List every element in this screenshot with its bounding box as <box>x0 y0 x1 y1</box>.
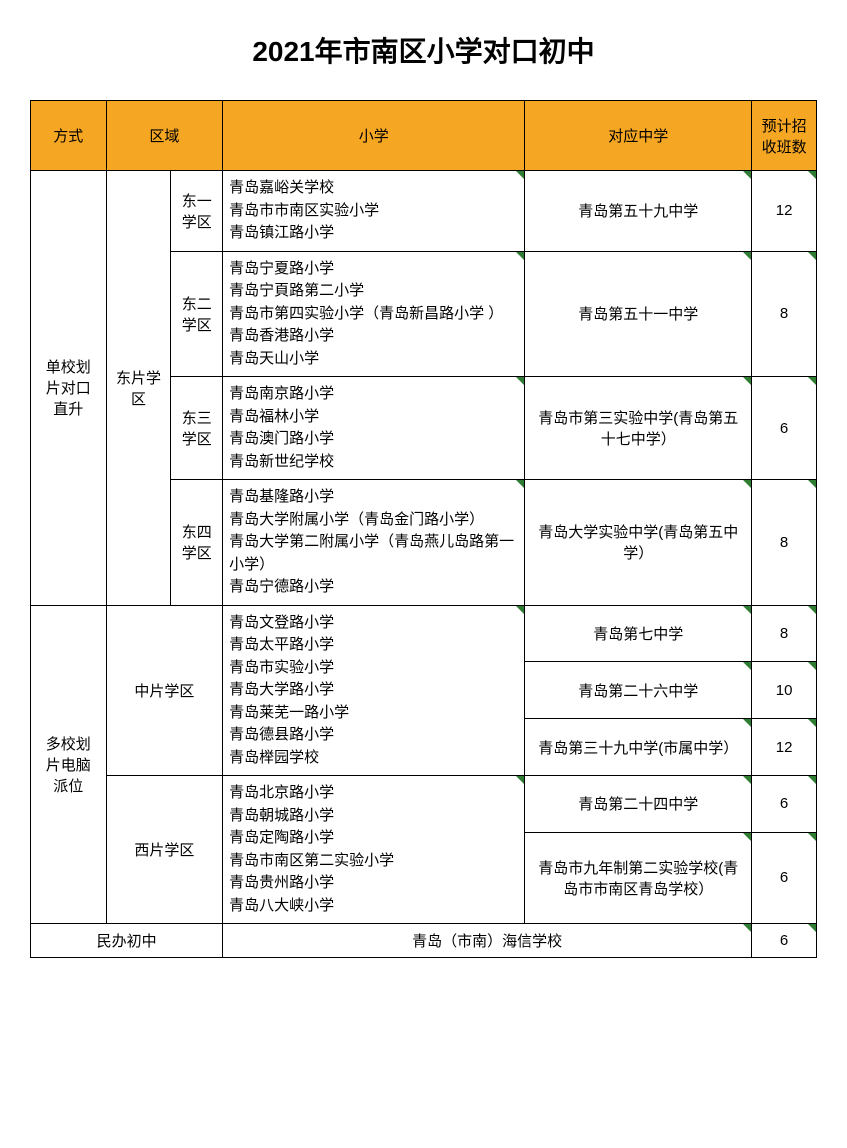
school-item: 青岛太平路小学 <box>229 634 516 657</box>
school-item: 青岛文登路小学 <box>229 612 516 635</box>
middle-w1: 青岛第二十四中学 <box>525 776 752 833</box>
schools-e2: 青岛宁夏路小学 青岛宁頁路第二小学 青岛市第四实验小学（青岛新昌路小学 ） 青岛… <box>223 251 525 377</box>
schools-mid: 青岛文登路小学 青岛太平路小学 青岛市实验小学 青岛大学路小学 青岛莱芜一路小学… <box>223 605 525 776</box>
school-item: 青岛朝城路小学 <box>229 805 516 828</box>
th-primary: 小学 <box>223 101 525 171</box>
subregion-e3: 东三学区 <box>171 377 223 480</box>
school-item: 青岛榉园学校 <box>229 747 516 770</box>
count-e3: 6 <box>752 377 817 480</box>
page-title: 2021年市南区小学对口初中 <box>30 30 817 70</box>
region-east-cell: 东片学区 <box>106 171 171 606</box>
school-item: 青岛福林小学 <box>229 406 516 429</box>
count-e4: 8 <box>752 480 817 606</box>
school-item: 青岛大学附属小学（青岛金门路小学） <box>229 509 516 532</box>
region-west-cell: 西片学区 <box>106 776 223 924</box>
school-item: 青岛香港路小学 <box>229 325 516 348</box>
schools-e4: 青岛基隆路小学 青岛大学附属小学（青岛金门路小学） 青岛大学第二附属小学（青岛燕… <box>223 480 525 606</box>
school-item: 青岛市实验小学 <box>229 657 516 680</box>
middle-w2: 青岛市九年制第二实验学校(青岛市市南区青岛学校） <box>525 832 752 923</box>
th-count: 预计招收班数 <box>752 101 817 171</box>
middle-m2: 青岛第二十六中学 <box>525 662 752 719</box>
school-item: 青岛大学第二附属小学（青岛燕儿岛路第一小学） <box>229 531 516 576</box>
school-item: 青岛基隆路小学 <box>229 486 516 509</box>
school-item: 青岛宁夏路小学 <box>229 258 516 281</box>
table-row: 西片学区 青岛北京路小学 青岛朝城路小学 青岛定陶路小学 青岛市南区第二实验小学… <box>31 776 817 833</box>
count-m2: 10 <box>752 662 817 719</box>
th-method: 方式 <box>31 101 107 171</box>
schools-west: 青岛北京路小学 青岛朝城路小学 青岛定陶路小学 青岛市南区第二实验小学 青岛贵州… <box>223 776 525 924</box>
schools-e3: 青岛南京路小学 青岛福林小学 青岛澳门路小学 青岛新世纪学校 <box>223 377 525 480</box>
count-m1: 8 <box>752 605 817 662</box>
middle-e1: 青岛第五十九中学 <box>525 171 752 252</box>
school-item: 青岛大学路小学 <box>229 679 516 702</box>
th-region: 区域 <box>106 101 223 171</box>
school-item: 青岛莱芜一路小学 <box>229 702 516 725</box>
school-item: 青岛宁頁路第二小学 <box>229 280 516 303</box>
school-item: 青岛镇江路小学 <box>229 222 516 245</box>
school-item: 青岛贵州路小学 <box>229 872 516 895</box>
middle-e3: 青岛市第三实验中学(青岛第五十七中学） <box>525 377 752 480</box>
count-e1: 12 <box>752 171 817 252</box>
table-row: 单校划片对口直升 东片学区 东一学区 青岛嘉峪关学校 青岛市市南区实验小学 青岛… <box>31 171 817 252</box>
school-item: 青岛澳门路小学 <box>229 428 516 451</box>
allocation-table: 方式 区域 小学 对应中学 预计招收班数 单校划片对口直升 东片学区 东一学区 … <box>30 100 817 958</box>
subregion-e4: 东四学区 <box>171 480 223 606</box>
school-item: 青岛德县路小学 <box>229 724 516 747</box>
middle-m3: 青岛第三十九中学(市属中学） <box>525 719 752 776</box>
header-row: 方式 区域 小学 对应中学 预计招收班数 <box>31 101 817 171</box>
count-e2: 8 <box>752 251 817 377</box>
table-row: 民办初中 青岛（市南）海信学校 6 <box>31 924 817 958</box>
school-item: 青岛市南区第二实验小学 <box>229 850 516 873</box>
th-middle: 对应中学 <box>525 101 752 171</box>
school-item: 青岛定陶路小学 <box>229 827 516 850</box>
middle-e4: 青岛大学实验中学(青岛第五中学） <box>525 480 752 606</box>
table-row: 多校划片电脑派位 中片学区 青岛文登路小学 青岛太平路小学 青岛市实验小学 青岛… <box>31 605 817 662</box>
middle-e2: 青岛第五十一中学 <box>525 251 752 377</box>
school-item: 青岛八大峡小学 <box>229 895 516 918</box>
school-item: 青岛市市南区实验小学 <box>229 200 516 223</box>
private-count-cell: 6 <box>752 924 817 958</box>
count-w1: 6 <box>752 776 817 833</box>
count-w2: 6 <box>752 832 817 923</box>
school-item: 青岛嘉峪关学校 <box>229 177 516 200</box>
count-m3: 12 <box>752 719 817 776</box>
schools-e1: 青岛嘉峪关学校 青岛市市南区实验小学 青岛镇江路小学 <box>223 171 525 252</box>
private-school-cell: 青岛（市南）海信学校 <box>223 924 752 958</box>
region-mid-cell: 中片学区 <box>106 605 223 776</box>
middle-m1: 青岛第七中学 <box>525 605 752 662</box>
school-item: 青岛新世纪学校 <box>229 451 516 474</box>
school-item: 青岛天山小学 <box>229 348 516 371</box>
school-item: 青岛南京路小学 <box>229 383 516 406</box>
method-cell: 单校划片对口直升 <box>31 171 107 606</box>
subregion-e1: 东一学区 <box>171 171 223 252</box>
method-cell-2: 多校划片电脑派位 <box>31 605 107 924</box>
school-item: 青岛市第四实验小学（青岛新昌路小学 ） <box>229 303 516 326</box>
private-label-cell: 民办初中 <box>31 924 223 958</box>
subregion-e2: 东二学区 <box>171 251 223 377</box>
school-item: 青岛北京路小学 <box>229 782 516 805</box>
school-item: 青岛宁德路小学 <box>229 576 516 599</box>
